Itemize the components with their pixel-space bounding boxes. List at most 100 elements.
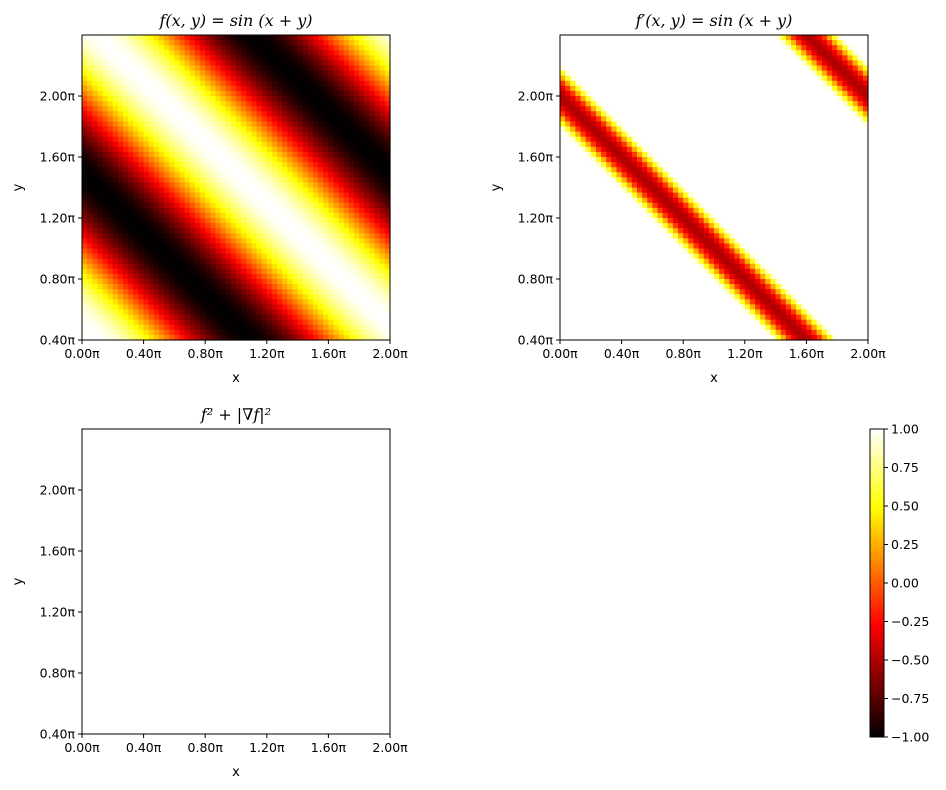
heatmap-cell <box>621 319 628 326</box>
heatmap-cell <box>230 243 237 250</box>
heatmap-cell <box>611 233 618 239</box>
heatmap-cell <box>282 314 288 321</box>
heatmap-cell <box>601 116 607 123</box>
heatmap-cell <box>205 299 211 306</box>
heatmap-cell <box>616 40 623 46</box>
heatmap-cell <box>667 70 674 77</box>
heatmap-cell <box>631 273 638 280</box>
heatmap-cell <box>626 96 633 102</box>
heatmap-cell <box>595 218 602 224</box>
heatmap-cell <box>138 182 145 189</box>
heatmap-cell <box>179 253 186 260</box>
heatmap-cell <box>189 151 196 158</box>
heatmap-cell <box>307 151 314 158</box>
heatmap-cell <box>585 263 592 270</box>
heatmap-cell <box>220 146 227 153</box>
heatmap-cell <box>642 294 648 300</box>
heatmap-cell <box>256 101 263 107</box>
heatmap-cell <box>307 50 314 56</box>
heatmap-cell <box>97 324 104 331</box>
heatmap-cell <box>384 45 391 51</box>
heatmap-cell <box>282 70 288 77</box>
y-tick-label: 1.20π <box>40 211 76 226</box>
heatmap-cell <box>374 162 381 168</box>
heatmap-cell <box>323 121 329 128</box>
heatmap-cell <box>297 75 304 82</box>
heatmap-cell <box>220 202 227 209</box>
heatmap-cell <box>364 96 371 102</box>
heatmap-cell <box>112 126 119 133</box>
heatmap-cell <box>333 96 340 102</box>
heatmap-cell <box>606 294 612 300</box>
heatmap-cell <box>184 223 191 229</box>
heatmap-cell <box>647 80 653 87</box>
heatmap-cell <box>364 207 371 214</box>
heatmap-cell <box>348 187 355 194</box>
heatmap-cell <box>657 162 664 168</box>
heatmap-cell <box>82 85 88 92</box>
heatmap-cell <box>143 334 150 341</box>
heatmap-cell <box>575 207 582 214</box>
heatmap-cell <box>123 223 129 229</box>
heatmap-cell <box>123 192 129 199</box>
heatmap-cell <box>174 101 181 107</box>
heatmap-cell <box>123 212 129 219</box>
heatmap-cell <box>328 45 335 51</box>
heatmap-cell <box>307 35 314 41</box>
heatmap-cell <box>318 207 324 214</box>
heatmap-cell <box>657 40 664 46</box>
heatmap-cell <box>379 40 386 46</box>
heatmap-cell <box>241 218 247 224</box>
heatmap-cell <box>328 329 335 336</box>
heatmap-cell <box>595 177 602 184</box>
heatmap-cell <box>87 314 93 321</box>
heatmap-cell <box>364 309 371 316</box>
heatmap-cell <box>343 263 350 270</box>
heatmap-cell <box>621 167 628 173</box>
heatmap-cell <box>637 172 643 178</box>
heatmap-cell <box>606 172 612 178</box>
heatmap-cell <box>236 50 242 56</box>
heatmap-cell <box>662 223 669 229</box>
heatmap-cell <box>241 258 247 265</box>
heatmap-cell <box>590 151 597 158</box>
heatmap-cell <box>302 279 309 285</box>
heatmap-cell <box>246 258 252 265</box>
heatmap-cell <box>271 294 278 300</box>
heatmap-cell <box>374 324 381 331</box>
heatmap-cell <box>102 116 109 123</box>
heatmap-cell <box>194 167 201 173</box>
heatmap-cell <box>117 304 124 311</box>
heatmap-cell <box>200 218 206 224</box>
heatmap-cell <box>107 294 114 300</box>
heatmap-cell <box>318 238 324 245</box>
heatmap-cell <box>637 273 643 280</box>
heatmap-cell <box>123 141 129 148</box>
heatmap-cell <box>354 314 360 321</box>
heatmap-cell <box>384 141 391 148</box>
heatmap-cell <box>256 192 263 199</box>
heatmap-cell <box>143 207 150 214</box>
heatmap-cell <box>580 329 587 336</box>
heatmap-cell <box>313 85 319 92</box>
heatmap-cell <box>112 279 119 285</box>
heatmap-cell <box>112 202 119 209</box>
heatmap-cell <box>384 329 391 336</box>
heatmap-cell <box>343 40 350 46</box>
heatmap-cell <box>112 263 119 270</box>
heatmap-cell <box>179 273 186 280</box>
heatmap-cell <box>133 228 140 234</box>
heatmap-cell <box>642 197 648 204</box>
heatmap-cell <box>560 197 566 204</box>
heatmap-cell <box>302 151 309 158</box>
heatmap-cell <box>318 299 324 306</box>
heatmap-cell <box>657 324 664 331</box>
heatmap-cell <box>302 85 309 92</box>
heatmap-cell <box>657 50 664 56</box>
heatmap-cell <box>580 268 587 275</box>
heatmap-cell <box>313 65 319 72</box>
heatmap-cell <box>256 55 263 62</box>
heatmap-cell <box>256 187 263 194</box>
heatmap-cell <box>667 273 674 280</box>
heatmap-cell <box>642 70 648 77</box>
